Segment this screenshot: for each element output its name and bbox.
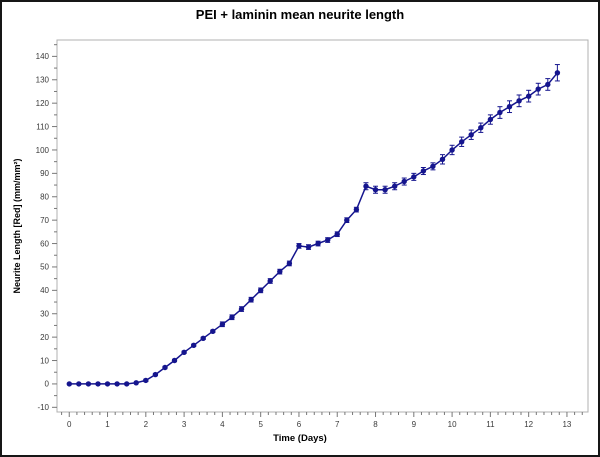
y-tick-label: 10 (40, 356, 49, 365)
y-tick-label: 80 (40, 193, 49, 202)
data-point (382, 187, 388, 193)
y-tick-label: 60 (40, 239, 49, 248)
data-point (143, 377, 149, 384)
data-point (353, 206, 360, 213)
data-point (296, 243, 302, 249)
data-point (85, 381, 92, 387)
y-tick-label: 90 (40, 169, 49, 178)
y-tick-label: -10 (37, 403, 49, 412)
data-point (248, 297, 254, 303)
data-point (545, 81, 551, 88)
data-point (392, 183, 398, 189)
x-tick-label: 2 (144, 420, 149, 429)
data-point (95, 381, 101, 387)
series-line (69, 72, 558, 385)
data-point (315, 240, 321, 247)
x-tick-label: 9 (412, 420, 417, 429)
data-point (210, 328, 216, 334)
data-point (439, 156, 446, 162)
data-point (104, 381, 111, 387)
data-point (305, 244, 312, 250)
chart-title: PEI + laminin mean neurite length (195, 7, 405, 22)
y-tick-label: 140 (36, 52, 50, 61)
data-point (344, 217, 350, 223)
y-tick-label: 120 (36, 99, 50, 108)
y-tick-label: 100 (36, 146, 50, 155)
x-tick-label: 5 (258, 420, 263, 429)
data-point (66, 381, 73, 387)
y-tick-label: 70 (40, 216, 49, 225)
data-point (181, 349, 187, 355)
data-point (171, 357, 178, 364)
data-point (258, 287, 264, 293)
data-point (124, 381, 130, 387)
data-point (133, 380, 139, 386)
data-point (363, 183, 369, 189)
x-tick-label: 4 (220, 420, 225, 429)
data-point (162, 364, 168, 371)
x-tick-label: 11 (486, 420, 495, 429)
data-point (516, 98, 522, 104)
data-point (325, 237, 331, 243)
x-tick-label: 1 (105, 420, 110, 429)
y-tick-label: 40 (40, 286, 49, 295)
data-point (277, 268, 283, 275)
y-tick-label: 0 (45, 380, 50, 389)
data-point (526, 93, 532, 99)
data-point (267, 278, 273, 284)
data-point (497, 109, 503, 116)
data-point (554, 70, 561, 76)
plot-frame (56, 39, 589, 413)
x-tick-label: 7 (335, 420, 340, 429)
data-point (334, 231, 340, 237)
x-tick-label: 12 (524, 420, 533, 429)
data-point (449, 147, 455, 153)
y-tick-label: 30 (40, 310, 49, 319)
data-point (506, 104, 513, 110)
x-tick-label: 10 (448, 420, 457, 429)
data-point (487, 116, 494, 123)
data-point (430, 163, 436, 169)
y-tick-label: 20 (40, 333, 49, 342)
data-point (200, 335, 206, 341)
data-point (411, 174, 417, 180)
data-point (420, 168, 427, 174)
y-tick-label: 130 (36, 76, 50, 85)
data-point (372, 187, 379, 193)
x-tick-label: 0 (67, 420, 72, 429)
data-point (114, 381, 120, 387)
data-point (152, 371, 159, 378)
x-tick-label: 8 (373, 420, 378, 429)
x-axis-label: Time (Days) (273, 433, 327, 444)
data-point (468, 132, 474, 138)
x-tick-label: 3 (182, 420, 187, 429)
y-tick-label: 50 (40, 263, 49, 272)
data-point (76, 381, 82, 387)
data-point (478, 125, 484, 131)
data-point (286, 260, 293, 267)
data-point (238, 306, 245, 312)
data-point (191, 342, 197, 348)
x-tick-label: 13 (562, 420, 571, 429)
data-point (401, 178, 407, 185)
data-point (535, 86, 541, 92)
y-tick-label: 110 (36, 122, 49, 131)
data-point (459, 139, 465, 145)
data-point (219, 321, 226, 327)
x-tick-label: 6 (297, 420, 302, 429)
data-point (229, 314, 235, 320)
